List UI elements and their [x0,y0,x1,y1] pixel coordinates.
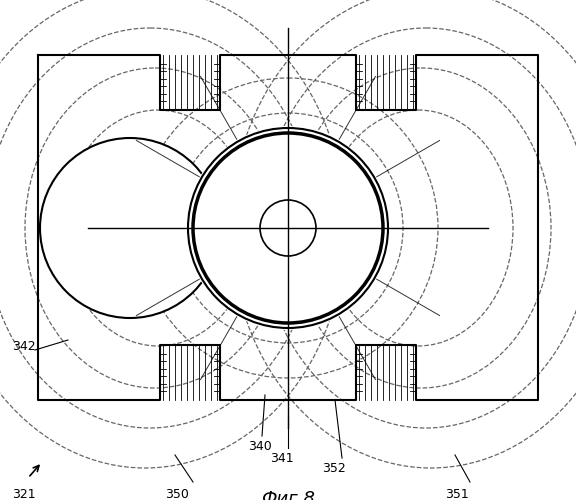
Text: Фиг.8: Фиг.8 [261,490,315,500]
Circle shape [40,138,220,318]
Text: 321: 321 [12,488,36,500]
Text: 351: 351 [445,488,469,500]
Text: 352: 352 [322,462,346,475]
Circle shape [260,200,316,256]
Text: 341: 341 [270,452,294,465]
Text: 340: 340 [248,440,272,453]
Text: 350: 350 [165,488,189,500]
Circle shape [186,126,390,330]
Text: 342: 342 [12,340,36,353]
